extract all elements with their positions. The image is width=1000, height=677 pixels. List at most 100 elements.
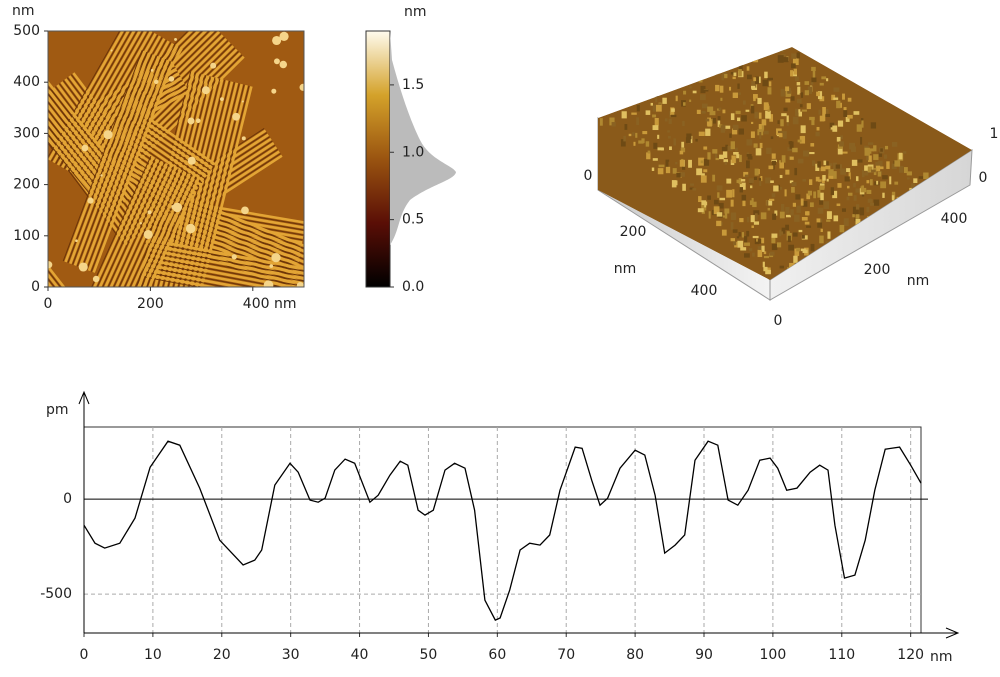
surface-bump [866,206,870,213]
x-tick-label: 50 [420,647,438,663]
x-tick-label: 20 [213,647,231,663]
surface-bump [689,86,692,89]
surface-bump [769,198,775,201]
surface-bump [751,197,754,202]
surface-bump [730,199,734,207]
surface-bump [751,225,754,228]
surface-bump [735,92,741,95]
surface-bump [769,114,774,122]
y3d-axis-label: nm [907,273,930,289]
z3d-tick-label: 1 [990,126,999,142]
surface-bump [781,203,785,212]
surface-bump [801,234,805,239]
surface-bump [760,175,763,182]
surface-bump [860,136,863,145]
surface-bump [632,132,635,137]
surface-bump [645,141,650,147]
surface-bump [772,164,775,170]
surface-bump [807,86,813,95]
grain [241,136,246,141]
surface-bump [655,94,659,97]
surface-bump [765,269,771,275]
height-histogram [390,31,456,287]
surface-bump [843,110,848,117]
surface-bump [697,208,704,213]
stripe [146,263,304,287]
stripe [144,273,304,287]
stripe [147,258,304,287]
surface-bump [839,164,843,171]
surface-bump [776,242,782,248]
surface-bump [793,68,797,75]
surface-bump [690,183,695,186]
surface-bump [716,185,723,191]
surface-bump [827,231,831,239]
surface-bump [681,166,686,170]
surface-bump [779,162,784,169]
stripe-gap [92,160,161,287]
surface-bump [796,98,802,104]
surface-bump [679,150,684,155]
stripe [112,169,182,287]
x-tick-label: 10 [144,647,162,663]
x-tick-label: 40 [351,647,369,663]
stripe [124,55,245,175]
surface-bump [739,154,742,163]
grain [48,261,53,269]
surface-bump [810,80,814,85]
surface-bump [802,200,808,207]
y-tick-label: 500 [13,23,40,39]
surface-bump [787,147,793,152]
surface-bump [843,218,849,226]
surface-bump [785,224,790,230]
surface-bump [812,160,816,166]
surface-bump [796,247,801,252]
surface-bump [830,127,835,130]
surface-bump [611,122,616,127]
surface-bump [759,142,763,149]
surface-bump [771,153,776,159]
surface-bump [753,143,758,148]
surface-bump [840,168,847,175]
surface-bump [705,128,711,136]
surface-bump [686,133,692,140]
surface-bump [730,113,735,121]
surface-bump [826,211,832,220]
surface-bump [906,171,912,176]
profile-line [83,440,922,621]
surface-bump [707,195,712,200]
colorbar-tick-label: 1.0 [402,144,424,160]
surface-bump [695,138,698,142]
stripe [69,52,151,265]
surface-bump [765,177,772,184]
stripe [73,54,156,266]
stripe [78,56,160,268]
surface-bump [657,147,664,151]
surface-bump [715,150,718,159]
x-tick-label: 60 [488,647,506,663]
surface-bump [701,200,707,208]
surface-bump [701,173,705,178]
surface-bump [671,114,677,118]
grain [220,97,224,102]
surface-bump [655,96,658,103]
surface-bump [668,135,671,139]
surface-bump [758,76,761,83]
x-tick-label: 120 [897,647,924,663]
surface-bump [853,183,856,188]
grain [75,239,78,243]
surface-bump [846,185,850,189]
surface-bump [745,160,750,169]
surface-bump [869,202,874,206]
surface-bump [733,151,739,155]
surface-bump [815,131,820,137]
surface-bump [609,117,615,126]
grain [210,62,217,69]
grain [195,118,201,124]
stripe [94,160,164,287]
surface-bump [784,189,787,197]
surface-bump [665,160,669,168]
surface-bump [820,192,824,201]
surface-bump [779,186,783,190]
surface-bump [845,115,850,122]
